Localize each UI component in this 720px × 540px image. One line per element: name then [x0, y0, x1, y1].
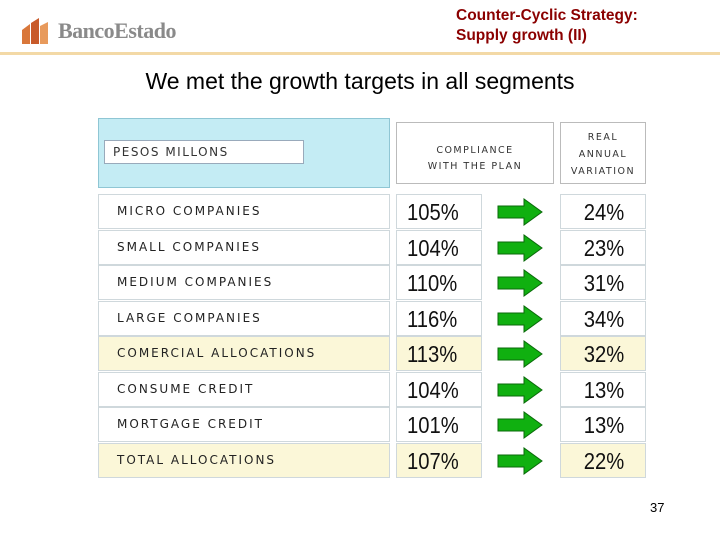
variation-value: 32%	[583, 341, 625, 367]
segment-cell: Small Companies	[98, 229, 390, 265]
segment-label: Micro Companies	[117, 204, 262, 218]
right-arrow-icon	[497, 411, 543, 439]
variation-cell: 34%	[560, 300, 646, 336]
segment-label: Medium Companies	[117, 275, 274, 289]
compliance-cell: 107%	[396, 442, 482, 478]
table-row: Consume Credit 104% 13%	[98, 371, 650, 407]
right-arrow-icon	[497, 198, 543, 226]
page-number: 37	[650, 500, 665, 515]
compliance-value: 105%	[407, 199, 459, 225]
compliance-cell: 104%	[396, 371, 482, 407]
compliance-header-line-2: with the plan	[427, 161, 523, 172]
compliance-value: 104%	[407, 376, 459, 403]
variation-cell: 31%	[560, 265, 646, 300]
slide-subtitle: We met the growth targets in all segment…	[145, 68, 575, 94]
title-line-2: Supply growth (II)	[456, 27, 587, 44]
variation-cell: 22%	[560, 442, 646, 478]
table-row: Total Allocations 107% 22%	[98, 442, 650, 478]
arrow-cell	[484, 230, 554, 265]
compliance-value: 107%	[407, 447, 459, 474]
logo-wordmark: BancoEstado	[58, 18, 176, 43]
segment-cell: Total Allocations	[98, 442, 390, 478]
real-header-line-2: Annual	[578, 149, 628, 160]
segment-label: Mortgage Credit	[117, 417, 264, 431]
title-line-1: Counter-Cyclic Strategy:	[456, 7, 638, 24]
compliance-value: 113%	[407, 341, 458, 367]
variation-value: 34%	[583, 305, 625, 332]
segment-cell: Large Companies	[98, 300, 390, 336]
compliance-cell: 105%	[396, 194, 482, 229]
compliance-cell: 101%	[396, 407, 482, 442]
segment-cell: Mortgage Credit	[98, 407, 390, 442]
table-row: Micro Companies 105% 24%	[98, 194, 650, 229]
bancoestado-logo: BancoEstado	[18, 12, 198, 52]
variation-value: 24%	[583, 199, 625, 225]
right-arrow-icon	[497, 304, 543, 333]
variation-value: 22%	[583, 447, 625, 474]
compliance-cell: 104%	[396, 229, 482, 265]
segment-cell: Micro Companies	[98, 194, 390, 229]
arrow-cell	[484, 407, 554, 442]
right-arrow-icon	[497, 446, 543, 475]
table-row: Large Companies 116% 34%	[98, 300, 650, 336]
segment-label: Comercial Allocations	[117, 346, 317, 360]
variation-value: 23%	[583, 234, 625, 261]
variation-cell: 13%	[560, 407, 646, 442]
segment-cell: Consume Credit	[98, 371, 390, 407]
header-divider	[0, 52, 720, 55]
variation-cell: 24%	[560, 194, 646, 229]
arrow-cell	[484, 194, 554, 229]
compliance-cell: 116%	[396, 300, 482, 336]
right-arrow-icon	[497, 233, 543, 262]
bank-logo-icon	[18, 14, 52, 48]
segment-label: Total Allocations	[117, 452, 277, 467]
compliance-header: Compliance with the plan	[396, 122, 554, 184]
compliance-cell: 113%	[396, 336, 482, 371]
arrow-cell	[484, 265, 554, 300]
arrow-cell	[484, 372, 554, 407]
segment-cell: Medium Companies	[98, 265, 390, 300]
variation-cell: 23%	[560, 229, 646, 265]
pesos-millons-header: Pesos Millons	[104, 140, 304, 164]
arrow-cell	[484, 443, 554, 478]
arrow-cell	[484, 336, 554, 371]
compliance-cell: 110%	[396, 265, 482, 300]
table-row: Medium Companies 110% 31%	[98, 265, 650, 300]
table-row: Comercial Allocations 113% 32%	[98, 336, 650, 371]
right-arrow-icon	[497, 269, 543, 297]
table-row: Small Companies 104% 23%	[98, 229, 650, 265]
compliance-value: 104%	[407, 234, 459, 261]
right-arrow-icon	[497, 375, 543, 404]
growth-table: Pesos Millons Compliance with the plan R…	[98, 118, 650, 478]
variation-value: 31%	[583, 270, 625, 296]
segment-cell: Comercial Allocations	[98, 336, 390, 371]
real-variation-header: Real Annual Variation	[560, 122, 646, 184]
real-header-line-3: Variation	[570, 166, 636, 177]
table-row: Mortgage Credit 101% 13%	[98, 407, 650, 442]
segment-label: Consume Credit	[117, 381, 255, 396]
segment-label: Small Companies	[117, 239, 261, 254]
compliance-value: 101%	[407, 412, 459, 438]
real-header-line-1: Real	[587, 132, 619, 143]
arrow-cell	[484, 301, 554, 336]
variation-value: 13%	[583, 376, 625, 403]
variation-value: 13%	[583, 412, 625, 438]
compliance-value: 116%	[407, 305, 458, 332]
right-arrow-icon	[497, 340, 543, 368]
variation-cell: 13%	[560, 371, 646, 407]
compliance-header-line-1: Compliance	[436, 145, 514, 156]
page-title: Counter-Cyclic Strategy: Supply growth (…	[456, 6, 706, 46]
segment-label: Large Companies	[117, 310, 262, 325]
compliance-value: 110%	[407, 270, 458, 296]
variation-cell: 32%	[560, 336, 646, 371]
